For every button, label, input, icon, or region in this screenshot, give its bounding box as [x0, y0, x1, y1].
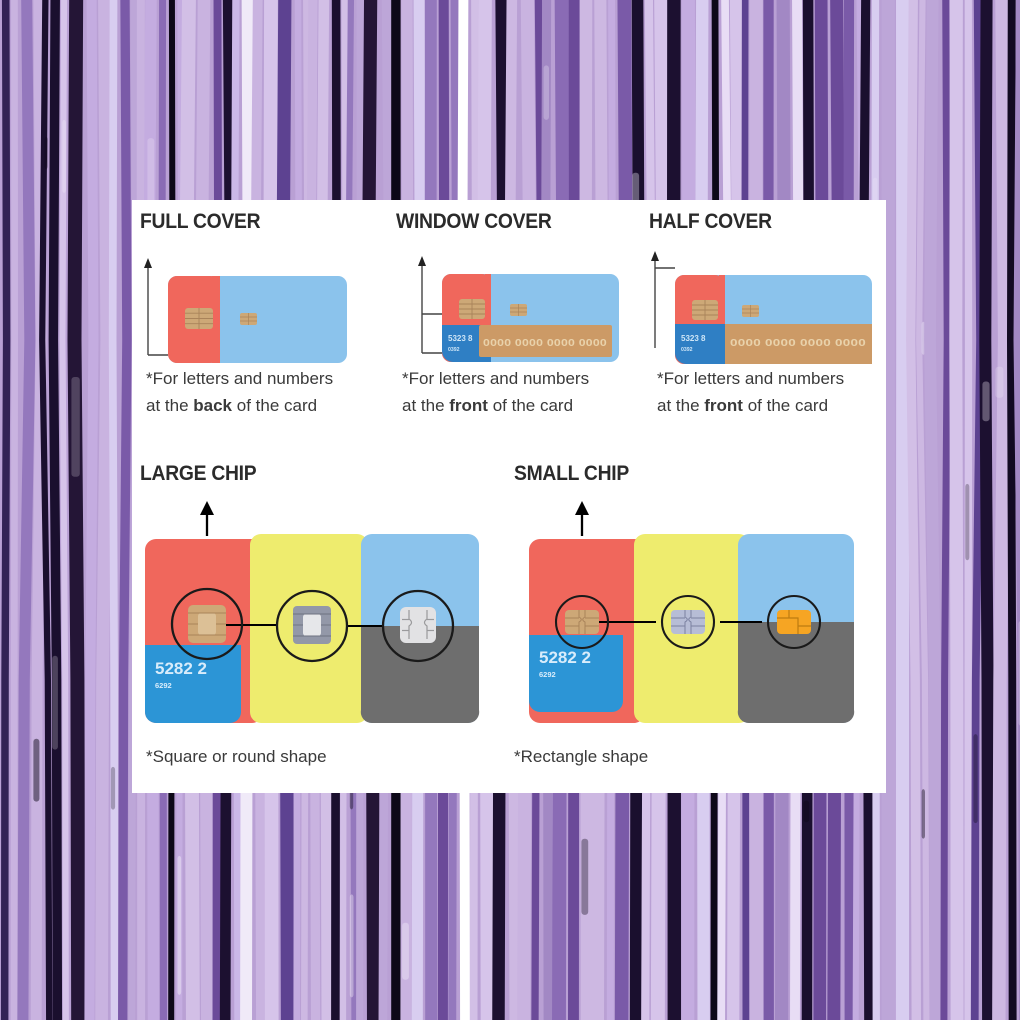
svg-text:5282 2: 5282 2: [539, 648, 591, 667]
svg-text:6292: 6292: [539, 670, 556, 679]
